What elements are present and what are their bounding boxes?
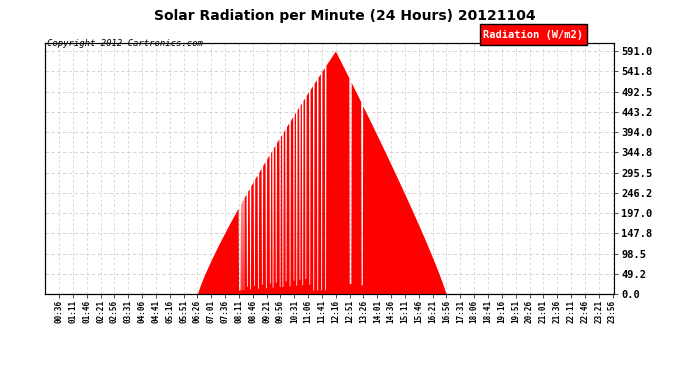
Text: Solar Radiation per Minute (24 Hours) 20121104: Solar Radiation per Minute (24 Hours) 20… bbox=[154, 9, 536, 23]
Text: Radiation (W/m2): Radiation (W/m2) bbox=[483, 30, 583, 40]
Text: Copyright 2012 Cartronics.com: Copyright 2012 Cartronics.com bbox=[47, 39, 203, 48]
